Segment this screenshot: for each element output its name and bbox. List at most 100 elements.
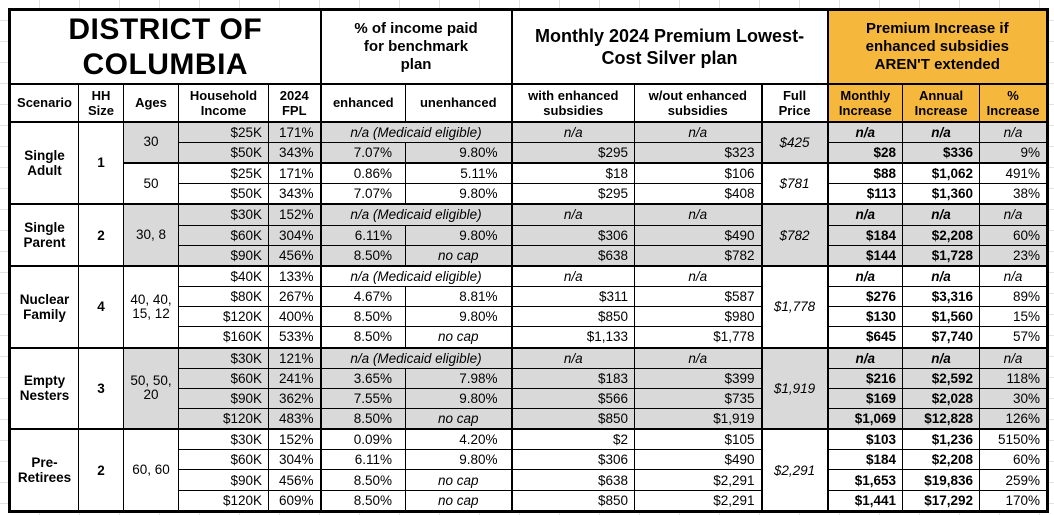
cell-monthly-increase: $169 <box>827 387 904 409</box>
cell-unenhanced: 9.80% <box>405 224 513 246</box>
cell-income: $60K <box>178 367 269 389</box>
cell-enhanced: 8.50% <box>320 326 407 349</box>
table-row: $90K 456% 8.50% no cap $638 $782 $144 $1,728 23% <box>10 244 1049 267</box>
col-header-pct-increase: % Increase <box>979 83 1049 123</box>
cell-fpl: 241% <box>267 367 322 389</box>
col-header-hh-size: HH Size <box>78 83 124 123</box>
table-row: 50 $25K 171% 0.86% 5.11% $18 $106 $781 $88 $1,062… <box>10 161 1049 205</box>
cell-with-subsidies: $183 <box>511 367 636 389</box>
cell-fpl: 609% <box>267 489 322 513</box>
cell-fpl: 152% <box>267 428 322 451</box>
cell-fpl: 152% <box>267 203 322 226</box>
cell-medicaid-note: n/a (Medicaid eligible) <box>320 203 513 226</box>
cell-monthly-increase: $1,069 <box>827 407 904 430</box>
cell-scenario: Single Parent <box>9 203 79 267</box>
cell-monthly-increase: $28 <box>827 141 904 164</box>
cell-income: $60K <box>178 224 269 246</box>
cell-hh-size: 2 <box>78 203 124 267</box>
cell-monthly-increase: $216 <box>827 367 904 389</box>
table-row: $120K 609% 8.50% no cap $850 $2,291 $1,441 $17,… <box>10 489 1049 513</box>
cell-monthly-increase: $144 <box>827 244 904 267</box>
cell-income: $30K <box>178 428 269 451</box>
cell-medicaid-note: n/a (Medicaid eligible) <box>320 346 513 369</box>
cell-annual-increase: n/a <box>902 264 981 288</box>
cell-pct-increase: 89% <box>979 286 1049 308</box>
cell-fpl: 343% <box>267 141 322 164</box>
cell-fpl: 400% <box>267 306 322 328</box>
cell-unenhanced: 7.98% <box>405 367 513 389</box>
cell-income: $25K <box>178 161 269 185</box>
cell-enhanced: 7.07% <box>320 141 407 164</box>
cell-enhanced: 8.50% <box>320 489 407 513</box>
cell-with-subsidies: n/a <box>511 203 636 226</box>
cell-with-subsidies: $638 <box>511 469 636 491</box>
cell-fpl: 171% <box>267 161 322 185</box>
col-header-monthly-increase: Monthly Increase <box>827 83 904 123</box>
cell-enhanced: 7.07% <box>320 183 407 205</box>
cell-with-subsidies: $566 <box>511 387 636 409</box>
cell-wout-subsidies: $2,291 <box>634 469 763 491</box>
cell-pct-increase: n/a <box>979 203 1049 226</box>
cell-fpl: 304% <box>267 224 322 246</box>
cell-income: $90K <box>178 387 269 409</box>
cell-wout-subsidies: n/a <box>634 120 763 143</box>
cell-pct-increase: 118% <box>979 367 1049 389</box>
cell-annual-increase: $336 <box>902 141 981 164</box>
cell-annual-increase: $12,828 <box>902 407 981 430</box>
cell-pct-increase: 60% <box>979 449 1049 471</box>
cell-with-subsidies: $1,133 <box>511 326 636 349</box>
cell-medicaid-note: n/a (Medicaid eligible) <box>320 120 513 143</box>
cell-unenhanced: 8.81% <box>405 286 513 308</box>
cell-full-price: $781 <box>761 161 829 205</box>
cell-ages: 30 <box>123 120 179 164</box>
cell-unenhanced: 9.80% <box>405 387 513 409</box>
cell-income: $25K <box>178 120 269 143</box>
cell-fpl: 483% <box>267 407 322 430</box>
cell-wout-subsidies: $782 <box>634 244 763 267</box>
cell-income: $50K <box>178 183 269 205</box>
cell-hh-size: 1 <box>78 120 124 205</box>
cell-wout-subsidies: $587 <box>634 286 763 308</box>
cell-unenhanced: 9.80% <box>405 183 513 205</box>
cell-ages: 40, 40, 15, 12 <box>123 264 179 349</box>
cell-income: $120K <box>178 407 269 430</box>
cell-income: $30K <box>178 203 269 226</box>
cell-income: $90K <box>178 469 269 491</box>
col-header-fpl: 2024 FPL <box>267 83 322 123</box>
cell-enhanced: 8.50% <box>320 469 407 491</box>
cell-pct-increase: n/a <box>979 120 1049 143</box>
cell-annual-increase: $7,740 <box>902 326 981 349</box>
cell-full-price: $2,291 <box>761 428 829 513</box>
cell-enhanced: 4.67% <box>320 286 407 308</box>
cell-fpl: 171% <box>267 120 322 143</box>
table-row: $60K 304% 6.11% 9.80% $306 $490 $184 $2,208 60% <box>10 224 1049 246</box>
cell-fpl: 133% <box>267 264 322 288</box>
table-row: $120K 483% 8.50% no cap $850 $1,919 $1,069 $12,… <box>10 407 1049 430</box>
cell-wout-subsidies: $1,919 <box>634 407 763 430</box>
cell-wout-subsidies: n/a <box>634 346 763 369</box>
col-header-income: Household Income <box>178 83 269 123</box>
table-row: $60K 241% 3.65% 7.98% $183 $399 $216 $2,592 118% <box>10 367 1049 389</box>
cell-pct-increase: 60% <box>979 224 1049 246</box>
cell-unenhanced: no cap <box>405 489 513 513</box>
cell-monthly-increase: $184 <box>827 224 904 246</box>
table-row: Empty Nesters 3 50, 50, 20 $30K 121% n/a (Med… <box>9 346 1049 430</box>
cell-annual-increase: $1,728 <box>902 244 981 267</box>
cell-scenario: Pre-Retirees <box>9 428 79 513</box>
table-row: Nuclear Family 4 40, 40, 15, 12 $40K 133% n/a… <box>9 264 1049 349</box>
col-header-unenhanced: unenhanced <box>405 83 513 123</box>
cell-with-subsidies: n/a <box>511 346 636 369</box>
cell-annual-increase: n/a <box>902 203 981 226</box>
cell-hh-size: 2 <box>78 428 124 513</box>
cell-annual-increase: n/a <box>902 120 981 143</box>
cell-ages: 50, 50, 20 <box>123 346 179 430</box>
table-row: $160K 533% 8.50% no cap $1,133 $1,778 $645 $7,7… <box>10 326 1049 349</box>
cell-annual-increase: $2,028 <box>902 387 981 409</box>
cell-unenhanced: 5.11% <box>405 161 513 185</box>
cell-enhanced: 8.50% <box>320 407 407 430</box>
cell-full-price: $1,919 <box>761 346 829 430</box>
cell-unenhanced: 9.80% <box>405 306 513 328</box>
cell-with-subsidies: $306 <box>511 224 636 246</box>
cell-income: $120K <box>178 489 269 513</box>
cell-wout-subsidies: $408 <box>634 183 763 205</box>
